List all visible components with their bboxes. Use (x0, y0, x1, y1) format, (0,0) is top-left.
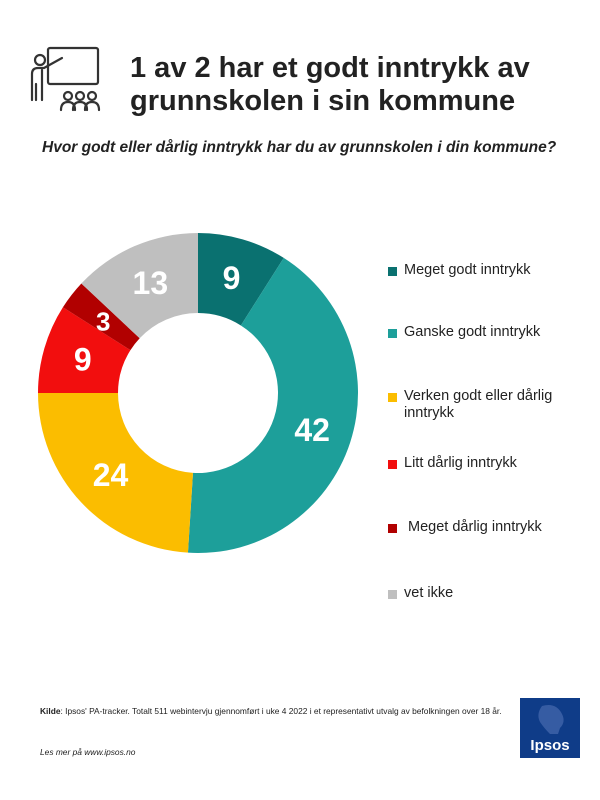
legend-swatch (388, 460, 397, 469)
legend-item-vet-ikke: vet ikke (388, 585, 588, 602)
logo-head-shape (538, 705, 564, 734)
donut-slice-verken (38, 393, 193, 553)
legend-item-litt-darlig: Litt dårlig inntrykk (388, 455, 588, 472)
source-note: Kilde: Ipsos' PA-tracker. Totalt 511 web… (40, 706, 510, 717)
donut-slice-meget-darlig (62, 283, 140, 351)
data-label-vet-ikke: 13 (133, 265, 169, 301)
legend-label: Meget godt inntrykk (404, 262, 531, 278)
data-label-litt-darlig: 9 (74, 342, 92, 378)
legend-swatch (388, 393, 397, 402)
legend-item-meget-godt: Meget godt inntrykk (388, 262, 588, 279)
chart-subtitle: Hvor godt eller dårlig inntrykk har du a… (42, 139, 557, 156)
legend-item-verken: Verken godt eller dårlig inntrykk (388, 388, 588, 422)
donut-slice-litt-darlig (38, 307, 131, 393)
legend-item-meget-darlig: Meget dårlig inntrykk (388, 519, 588, 536)
data-label-ganske-godt: 42 (294, 412, 330, 448)
legend-label: Ganske godt inntrykk (404, 324, 541, 340)
legend-label: Verken godt eller dårlig inntrykk (404, 388, 553, 421)
ipsos-logo: Ipsos (520, 698, 580, 758)
page-title: 1 av 2 har et godt inntrykk av grunnskol… (130, 52, 530, 117)
data-label-verken: 24 (93, 457, 129, 493)
teacher-presentation-icon (30, 46, 101, 112)
legend-item-ganske-godt: Ganske godt inntrykk (388, 324, 588, 341)
legend-swatch (388, 267, 397, 276)
donut-slice-ganske-godt (187, 257, 359, 553)
legend-swatch (388, 329, 397, 338)
data-label-meget-godt: 9 (223, 260, 241, 296)
legend-label: Meget dårlig inntrykk (404, 519, 542, 535)
read-more-link[interactable]: Les mer på www.ipsos.no (40, 747, 136, 757)
legend-label: vet ikke (404, 585, 454, 601)
legend-swatch (388, 590, 397, 599)
donut-slice-vet-ikke (81, 233, 198, 339)
donut-slice-meget-godt (198, 233, 284, 326)
source-label: Kilde (40, 706, 61, 716)
data-label-meget-darlig: 3 (96, 306, 110, 336)
legend-label: Litt dårlig inntrykk (404, 455, 517, 471)
legend-swatch (388, 524, 397, 533)
source-text: : Ipsos' PA-tracker. Totalt 511 webinter… (60, 706, 502, 716)
logo-text: Ipsos (530, 737, 569, 754)
